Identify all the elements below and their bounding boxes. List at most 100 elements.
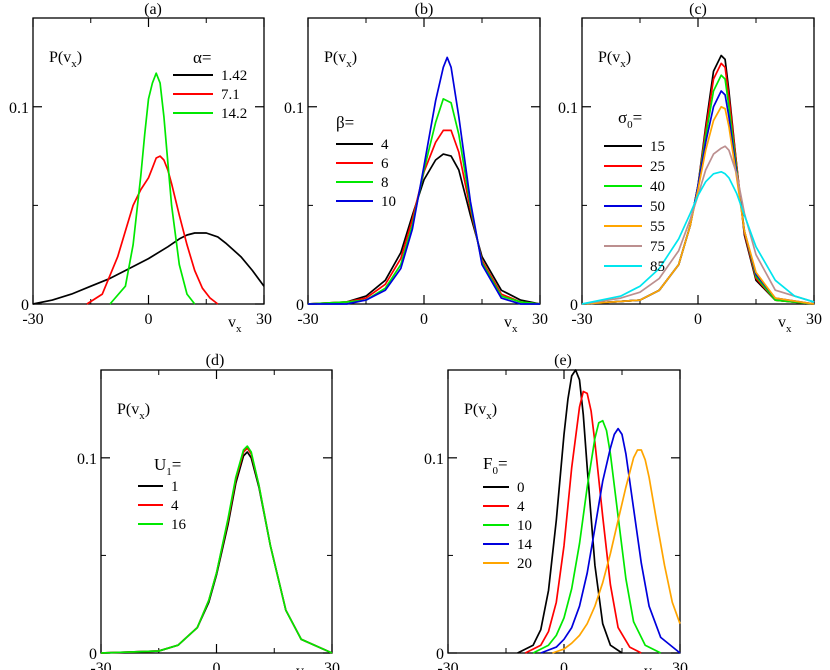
y-tick-label: 0 <box>296 297 304 314</box>
legend-title: U1= <box>154 455 181 478</box>
y-axis-label: P(vx) <box>49 49 82 70</box>
x-axis-label: vx <box>778 314 792 335</box>
x-axis-label: vx <box>644 663 658 670</box>
legend-label-6: 6 <box>381 156 389 172</box>
legend-label-4: 4 <box>517 499 525 515</box>
series-line-85 <box>581 170 815 305</box>
x-tick-label: 0 <box>694 311 702 328</box>
y-tick-label: 0.1 <box>9 100 29 117</box>
legend-label-15: 15 <box>650 139 665 155</box>
y-axis-label-sub: x <box>139 410 145 422</box>
series-line-20 <box>552 449 681 654</box>
y-axis-label-after: ) <box>492 401 497 418</box>
series-line-14.2 <box>109 72 196 305</box>
y-axis-label-main: P(v <box>598 49 620 66</box>
x-tick-label: 0 <box>560 660 568 670</box>
series-line-10 <box>308 56 540 305</box>
y-axis-label-main: P(v <box>464 401 486 418</box>
x-tick-label: 0 <box>145 311 153 328</box>
x-axis-label-sub: x <box>512 323 518 335</box>
y-tick-label: 0 <box>436 646 444 663</box>
y-axis-label: P(vx) <box>324 49 357 70</box>
legend-title-sub: 1 <box>166 466 172 478</box>
series-line-10 <box>532 419 662 654</box>
legend-title: β= <box>336 113 354 132</box>
x-tick-label: -30 <box>297 311 318 328</box>
x-tick-label: 0 <box>213 660 221 670</box>
legend-label-10: 10 <box>517 518 532 534</box>
y-axis-label: P(vx) <box>464 401 497 422</box>
legend-label-75: 75 <box>650 239 665 255</box>
legend-label-0: 0 <box>517 480 525 496</box>
y-tick-label: 0.1 <box>77 451 97 468</box>
panel-tag: (e) <box>554 352 572 369</box>
legend-label-16: 16 <box>171 517 187 533</box>
legend-label-14.2: 14.2 <box>221 106 247 122</box>
y-axis-label-main: P(v <box>324 49 346 66</box>
x-axis-label-main: v <box>296 663 304 670</box>
legend-label-40: 40 <box>650 179 665 195</box>
x-axis-label-sub: x <box>236 323 242 335</box>
legend-label-7.1: 7.1 <box>221 87 240 103</box>
legend-title-main: F <box>483 454 492 473</box>
series-line-16 <box>100 445 333 654</box>
legend-title-after: = <box>633 108 643 127</box>
legend-label-4: 4 <box>171 498 179 514</box>
y-axis-label-sub: x <box>71 58 77 70</box>
legend-title-main: β= <box>336 113 354 132</box>
legend: β= 4 6 8 10 <box>336 113 396 210</box>
legend-label-1: 1 <box>171 479 179 495</box>
x-tick-label: -30 <box>437 660 458 670</box>
series-line-1 <box>100 451 333 654</box>
legend-title-main: α= <box>193 48 212 67</box>
y-axis-label: P(vx) <box>598 49 631 70</box>
legend-label-8: 8 <box>381 175 389 191</box>
x-axis-label: vx <box>504 314 518 335</box>
y-axis-label-main: P(v <box>49 49 71 66</box>
x-axis-label-main: v <box>644 663 652 670</box>
legend-title-after: = <box>172 455 182 474</box>
x-tick-label: -30 <box>571 311 592 328</box>
x-axis-label-main: v <box>228 314 236 331</box>
series-line-55 <box>581 105 815 305</box>
legend: α= 1.42 7.1 14.2 <box>173 48 247 122</box>
series-line-8 <box>307 98 541 305</box>
legend-label-50: 50 <box>650 199 665 215</box>
y-axis-label-sub: x <box>486 410 492 422</box>
legend-label-1.42: 1.42 <box>221 68 247 84</box>
y-tick-label: 0 <box>89 646 97 663</box>
legend-label-85: 85 <box>650 259 665 275</box>
legend-title: F0= <box>483 454 508 477</box>
x-axis-label-main: v <box>778 314 786 331</box>
y-tick-label: 0.1 <box>558 100 578 117</box>
y-tick-label: 0 <box>21 297 29 314</box>
legend: U1=1 4 16 <box>138 455 187 533</box>
y-axis-label-after: ) <box>77 49 82 66</box>
series-line-4 <box>100 447 333 654</box>
y-axis-label: P(vx) <box>117 401 150 422</box>
series-line-1.42 <box>32 232 265 305</box>
legend-title-sub: 0 <box>627 119 633 131</box>
legend-title-after: = <box>498 454 508 473</box>
legend-title: σ0= <box>618 108 642 131</box>
x-tick-label: 0 <box>420 311 428 328</box>
x-tick-label: -30 <box>22 311 43 328</box>
y-axis-label-after: ) <box>626 49 631 66</box>
series-line-6 <box>307 129 541 305</box>
x-tick-label: 30 <box>806 311 822 328</box>
x-tick-label: 30 <box>672 660 688 670</box>
legend-label-10: 10 <box>381 194 396 210</box>
legend-title-main: σ <box>618 108 627 127</box>
x-tick-label: 30 <box>324 660 340 670</box>
series-line-4 <box>524 390 642 654</box>
y-axis-label-main: P(v <box>117 401 139 418</box>
x-axis-label: vx <box>296 663 310 670</box>
series-line-7.1 <box>86 155 219 305</box>
legend-label-4: 4 <box>381 137 389 153</box>
series-line-4 <box>307 153 541 305</box>
